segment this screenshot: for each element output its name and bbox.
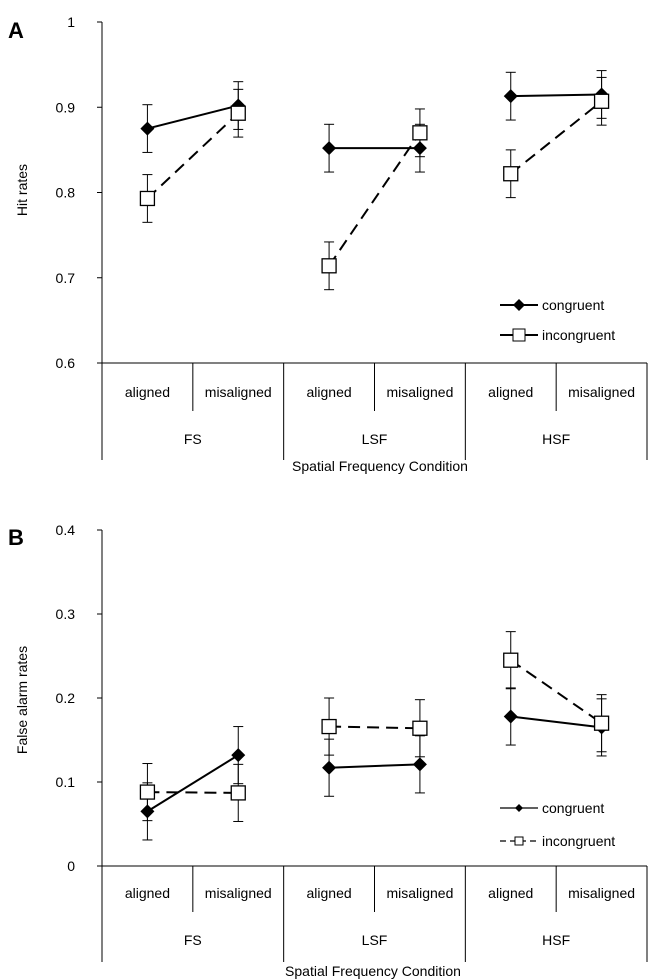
panel-a-group-label: HSF [542,431,570,447]
panel-a-incongruent-point [593,93,610,109]
panel-b-y-tick-label: 0.3 [56,606,76,622]
panel-a-y-tick-label: 0.9 [56,99,76,115]
panel-b-congruent-line-segment [510,715,602,729]
panel-b-incongruent-point [230,785,246,801]
panel-b-group-label: HSF [542,932,570,948]
panel-b-incongruent-point [139,784,156,800]
panel-a-incongruent-line-segment [146,112,239,200]
panel-a-x-axis-label: Spatial Frequency Condition [292,458,468,474]
panel-b-plot: 0 0.1 0.2 0.3 0.4 aligned misaligned aligned mis… [56,522,648,962]
panel-a-y-tick-label: 0.6 [56,355,76,371]
panel-a-category-label: aligned [125,384,170,400]
panel-b-congruent-point [412,757,427,772]
panel-a-legend-label: incongruent [542,327,615,343]
panel-b-congruent-line-segment [329,763,420,769]
panel-b-y-tick-label: 0.2 [56,690,76,706]
panel-b-incongruent-line-segment [329,725,420,730]
panel-a-incongruent-point [321,258,337,274]
panel-b-letter: B [8,525,24,550]
panel-b-incongruent-point [412,720,428,736]
panel-a-y-tick-label: 0.7 [56,270,76,286]
panel-b-congruent-point [322,760,337,775]
panel-b-category-label: misaligned [205,885,272,901]
panel-b-incongruent-point [503,652,519,668]
panel-b-incongruent-line-segment [510,659,603,725]
panel-a-group-label: LSF [362,431,388,447]
panel-a-group-label: FS [184,431,202,447]
panel-a-y-axis-label: Hit rates [14,164,30,216]
panel-b-congruent-line-segment [146,754,239,813]
panel-b-congruent-point [140,804,155,819]
panel-b: B False alarm rates Spatial Frequency Co… [8,522,648,979]
panel-b-incongruent-point [593,715,610,731]
panel-a-congruent-line-segment [147,104,239,130]
panel-a-legend-label: congruent [542,297,604,313]
panel-b-legend-label: congruent [542,800,604,816]
panel-b-group-label: FS [184,932,202,948]
panel-a-y-tick-label: 1 [67,14,75,30]
panel-a-y-tick-label: 0.8 [56,185,76,201]
panel-a-legend-marker [512,328,526,342]
panel-a-incongruent-line-segment [510,100,603,175]
panel-b-y-axis-label: False alarm rates [14,646,30,754]
panel-a-congruent-point [412,141,427,156]
panel-a-category-label: aligned [307,384,352,400]
panel-a-congruent-point [322,141,337,156]
panel-b-category-label: aligned [488,885,533,901]
panel-b-y-tick-label: 0.4 [56,522,76,538]
panel-b-congruent-point [503,709,518,724]
panel-a-congruent-line-segment [510,93,602,98]
panel-a-incongruent-point [503,166,519,182]
panel-b-category-label: aligned [125,885,170,901]
panel-a-category-label: misaligned [205,384,272,400]
panel-b-legend-marker [515,804,523,812]
panel-b-congruent-point [231,748,246,763]
panel-a-letter: A [8,18,24,43]
panel-b-y-tick-label: 0.1 [56,774,76,790]
panel-a-category-label: misaligned [568,384,635,400]
panel-b-category-label: misaligned [568,885,635,901]
panel-b-group-label: LSF [362,932,388,948]
panel-a-plot: 0.6 0.7 0.8 0.9 1 aligned misaligned aligned mis… [56,14,648,460]
panel-b-y-tick-label: 0 [67,858,75,874]
panel-a-incongruent-point [412,125,428,141]
panel-b-legend-label: incongruent [542,833,615,849]
panel-a-congruent-point [140,121,155,136]
panel-b-category-label: misaligned [386,885,453,901]
panel-a-incongruent-point [139,190,156,207]
panel-b-incongruent-line-segment [147,791,239,794]
panel-a-legend-marker [513,299,525,311]
panel-a-category-label: misaligned [386,384,453,400]
panel-b-incongruent-point [321,718,337,735]
panel-b-category-label: aligned [307,885,352,901]
panel-a-congruent-point [503,89,518,104]
panel-b-legend-marker [514,836,524,846]
panel-a-incongruent-line-segment [328,132,421,267]
panel-a-category-label: aligned [488,384,533,400]
panel-a-incongruent-point [230,105,246,121]
panel-b-x-axis-label: Spatial Frequency Condition [285,963,461,979]
panel-a: A Hit rates Spatial Frequency Condition … [8,14,648,474]
